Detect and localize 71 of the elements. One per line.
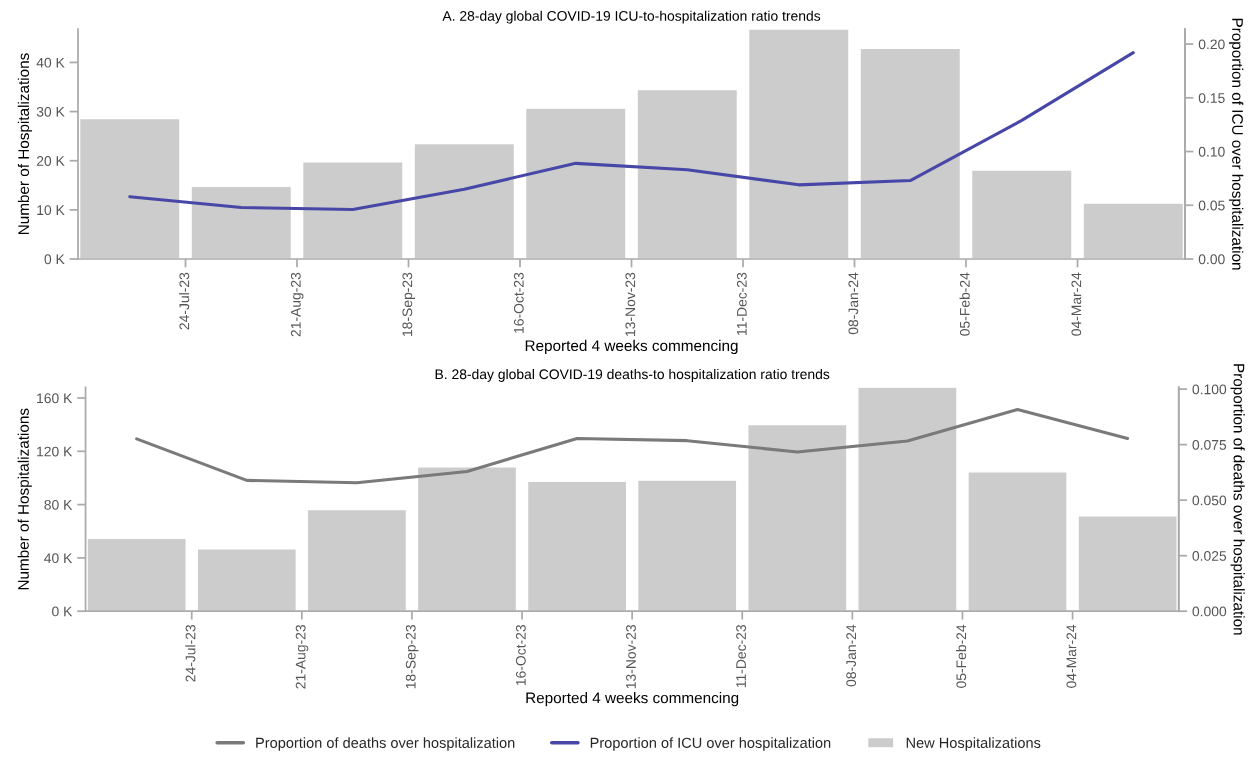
y-tick-label: 10 K	[37, 205, 65, 216]
chart-title: B. 28-day global COVID-19 deaths-to hospitalization ratio trends	[435, 368, 830, 382]
bar	[859, 47, 962, 259]
x-tick-label: 13-Nov-23	[625, 272, 636, 336]
x-tick-label: 16-Oct-23	[513, 272, 524, 333]
y-tick-label: 120 K	[37, 446, 73, 457]
y2-tick-label: 0.10	[1198, 146, 1225, 157]
x-tick-label: 24-Jul-23	[179, 272, 190, 330]
x-tick-label: 21-Aug-23	[295, 625, 309, 689]
y-tick-label: 40 K	[44, 553, 73, 564]
y-tick-label: 30 K	[36, 106, 65, 117]
legend-label: New Hospitalizations	[906, 737, 1041, 751]
y-tick-label: 160 K	[37, 393, 73, 404]
chart-title: A. 28-day global COVID-19 ICU-to-hospitalization ratio trends	[442, 10, 821, 24]
bar	[1077, 515, 1178, 612]
x-tick-label: 24-Jul-23	[185, 625, 196, 682]
y2-axis-title: Proportion of ICU over hospitalization	[1229, 18, 1244, 270]
x-tick-label: 04-Mar-24	[1071, 272, 1082, 336]
x-tick-label: 08-Jan-24	[848, 272, 859, 335]
x-tick-label: 08-Jan-24	[846, 624, 857, 687]
x-tick-label: 21-Aug-23	[290, 272, 304, 337]
bar	[416, 466, 518, 612]
y2-tick-label: 0.05	[1198, 200, 1225, 211]
y-tick-label: 0 K	[44, 254, 65, 265]
y2-axis-title: Proportion of deaths over hospitalization	[1230, 364, 1245, 635]
bar	[413, 142, 516, 259]
x-tick-label: 18-Sep-23	[402, 272, 415, 336]
bar	[86, 537, 187, 612]
bar	[636, 479, 738, 612]
y-tick-label: 40 K	[36, 57, 65, 68]
y2-tick-label: 0.000	[1192, 606, 1227, 617]
x-tick-label: 04-Mar-24	[1066, 624, 1077, 688]
y2-tick-label: 0.050	[1192, 495, 1227, 506]
y2-tick-label: 0.15	[1198, 93, 1225, 103]
y2-tick-label: 0.075	[1192, 439, 1227, 450]
line-series	[128, 51, 1135, 212]
bar	[78, 117, 181, 259]
y2-tick-label: 0.20	[1198, 39, 1225, 50]
y-axis-title: Number of Hospitalizations	[17, 53, 33, 235]
bar	[301, 161, 404, 259]
bar	[1082, 202, 1185, 259]
x-axis-title: Reported 4 weeks commencing	[525, 339, 738, 355]
x-tick-label: 11-Dec-23	[736, 272, 747, 335]
bar	[306, 508, 408, 612]
line-series	[135, 408, 1130, 485]
bar	[196, 548, 298, 612]
bar	[967, 471, 1068, 612]
x-tick-label: 11-Dec-23	[736, 625, 746, 688]
x-tick-label: 05-Feb-24	[955, 624, 967, 688]
legend-label: Proportion of deaths over hospitalization	[256, 737, 515, 751]
bar	[857, 387, 958, 612]
y-tick-label: 0 K	[52, 606, 73, 617]
x-axis-title: Reported 4 weeks commencing	[526, 692, 739, 707]
legend-label: Proportion of ICU over hospitalization	[590, 737, 831, 751]
bar	[526, 480, 628, 612]
bar	[970, 169, 1073, 259]
y2-tick-label: 0.100	[1192, 384, 1227, 395]
bar	[636, 88, 739, 259]
bar	[747, 423, 848, 612]
y-tick-label: 20 K	[36, 156, 65, 166]
x-tick-label: 13-Nov-23	[626, 625, 636, 689]
x-tick-label: 05-Feb-24	[959, 272, 970, 336]
y2-tick-label: 0.025	[1192, 551, 1227, 561]
y2-tick-label: 0.00	[1198, 254, 1225, 265]
y-tick-label: 80 K	[44, 499, 73, 510]
bar	[524, 107, 627, 259]
x-tick-label: 18-Sep-23	[405, 625, 419, 689]
bar	[190, 185, 293, 259]
y-axis-title: Number of Hospitalizations	[17, 408, 32, 590]
bar	[747, 29, 850, 259]
x-tick-label: 16-Oct-23	[515, 625, 526, 686]
